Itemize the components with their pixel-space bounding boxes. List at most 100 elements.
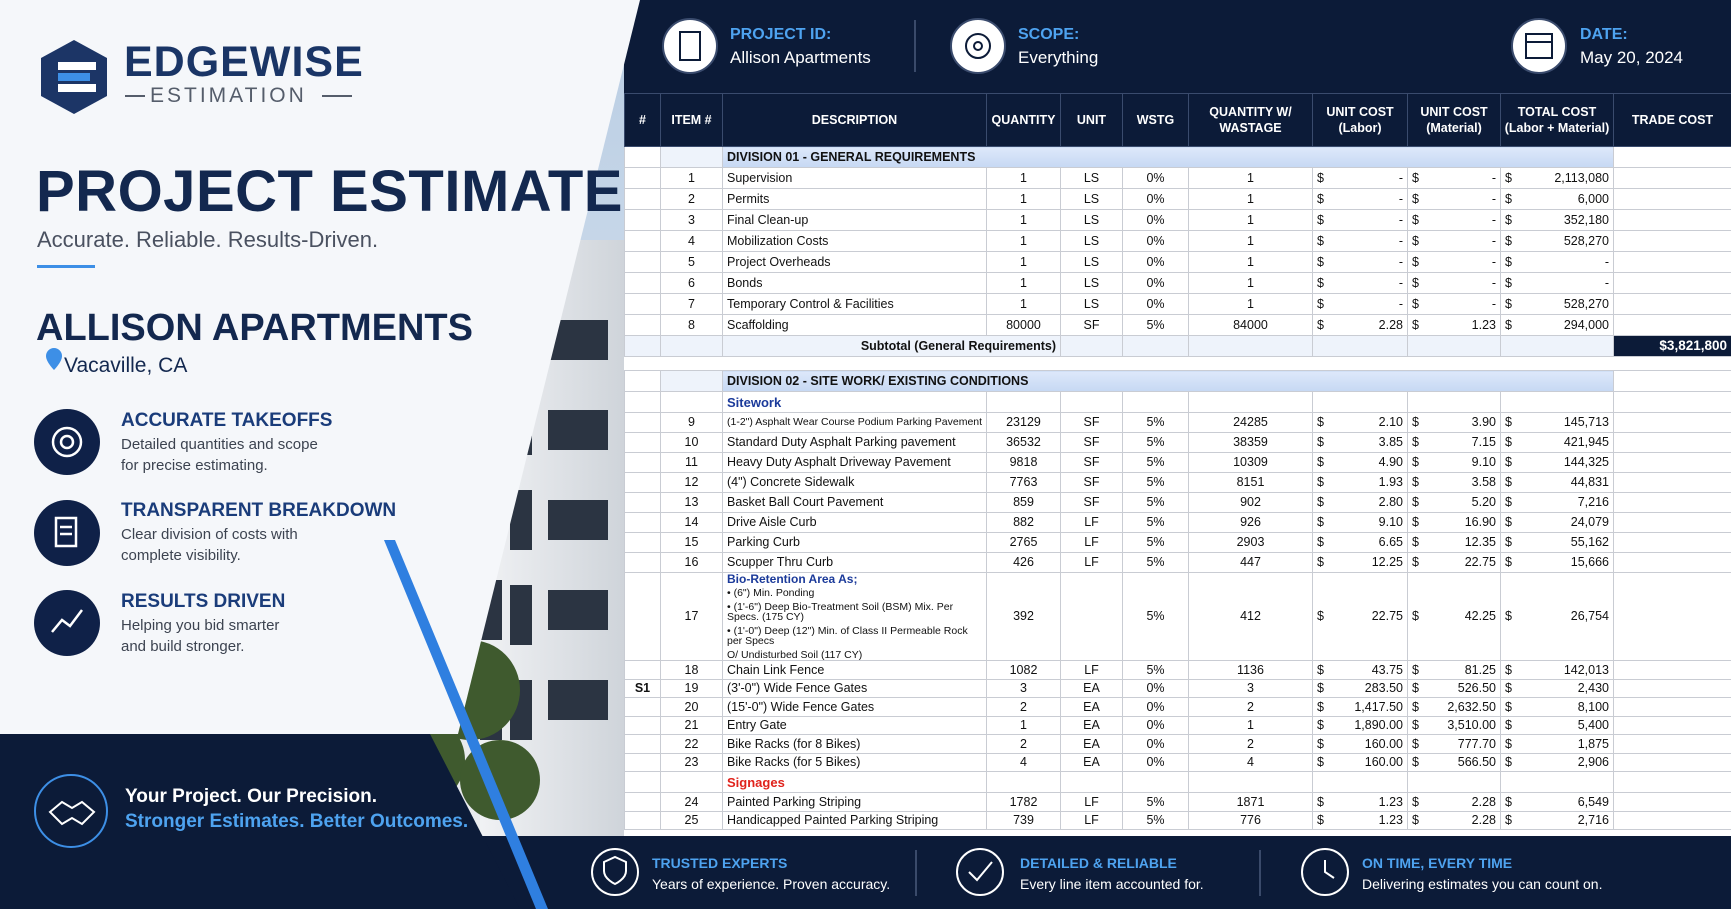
money: $2.28 <box>1317 319 1403 332</box>
currency: $ <box>1412 736 1419 751</box>
money-cell: $1.93 <box>1312 472 1408 493</box>
cell: SF <box>1060 412 1123 433</box>
feature-icons <box>34 409 100 656</box>
amount: 144,325 <box>1563 455 1609 470</box>
cell: 902 <box>1188 492 1313 513</box>
description: Mobilization Costs <box>722 230 987 252</box>
header-line: # <box>639 113 646 127</box>
amount: 160.00 <box>1364 736 1403 751</box>
money: $1,890.00 <box>1317 719 1403 732</box>
money-cell: $145,713 <box>1500 412 1614 433</box>
cell: 392 <box>986 572 1061 661</box>
description: Project Overheads <box>722 251 987 273</box>
project-name: ALLISON APARTMENTS <box>36 307 473 349</box>
cell <box>624 660 661 680</box>
cell: 1136 <box>1188 660 1313 680</box>
currency: $ <box>1505 699 1512 714</box>
cell: 19 <box>660 678 723 698</box>
cell <box>1407 391 1501 413</box>
money: $55,162 <box>1505 536 1609 549</box>
cell: 5% <box>1122 432 1189 453</box>
footer-title: TRUSTED EXPERTS <box>652 855 788 871</box>
cell: 5% <box>1122 660 1189 680</box>
money: $9.10 <box>1317 516 1403 529</box>
money: $1.93 <box>1317 476 1403 489</box>
cell: 882 <box>986 512 1061 533</box>
currency: $ <box>1412 662 1419 677</box>
left-panel <box>0 0 640 734</box>
amount: - <box>1398 275 1403 290</box>
amount: - <box>1398 254 1403 269</box>
cell <box>624 734 661 754</box>
money-cell: $6,549 <box>1500 792 1614 812</box>
cell <box>624 293 661 315</box>
currency: $ <box>1505 736 1512 751</box>
money: $2.28 <box>1412 814 1496 827</box>
cell: 6 <box>660 272 723 294</box>
currency: $ <box>1412 515 1419 530</box>
feature-title: ACCURATE TAKEOFFS <box>121 410 333 431</box>
currency: $ <box>1317 212 1324 227</box>
money: $2,716 <box>1505 814 1609 827</box>
cell <box>624 492 661 513</box>
amount: 15,666 <box>1570 555 1609 570</box>
item-row: 1 Supervision 1 LS 0% 1 $ - $ - $2,113,080 <box>624 167 1731 189</box>
currency: $ <box>1317 755 1324 769</box>
promise-icon <box>48 800 96 826</box>
money-cell: $ - <box>1312 209 1408 231</box>
money-cell: $9.10 <box>1407 452 1501 473</box>
amount: 1.23 <box>1378 813 1403 827</box>
subheader: Signages <box>722 771 987 793</box>
money-cell: $528,270 <box>1500 293 1614 315</box>
footer-text: Delivering estimates you can count on. <box>1362 876 1603 892</box>
money: $2,430 <box>1505 682 1609 695</box>
cell <box>1613 792 1731 812</box>
column-header: QUANTITY W/WASTAGE <box>1188 93 1313 147</box>
amount: - <box>1398 296 1403 311</box>
money: $26,754 <box>1505 610 1609 623</box>
cell: LF <box>1060 552 1123 573</box>
cell: 2 <box>1188 734 1313 754</box>
money: $5.20 <box>1412 496 1496 509</box>
money-cell: $ - <box>1312 293 1408 315</box>
description-line: Bio-Retention Area As; <box>727 572 858 586</box>
amount: - <box>1604 275 1609 290</box>
cell: 5 <box>660 251 723 273</box>
cell <box>1613 678 1731 698</box>
money: $2,632.50 <box>1412 700 1496 714</box>
money: $145,713 <box>1505 416 1609 429</box>
cell: 21 <box>660 715 723 735</box>
currency: $ <box>1412 254 1419 269</box>
money-cell: $160.00 <box>1312 752 1408 772</box>
cell <box>1122 771 1189 793</box>
cell: 5% <box>1122 452 1189 473</box>
money: $ - <box>1317 277 1403 290</box>
cell: 1 <box>986 167 1061 189</box>
money-cell: $16.90 <box>1407 512 1501 533</box>
location-pin <box>46 348 62 370</box>
currency: $ <box>1505 233 1512 248</box>
money-cell: $ - <box>1407 230 1501 252</box>
description: Scupper Thru Curb <box>722 552 987 573</box>
money: $ - <box>1412 214 1496 227</box>
cell <box>1188 335 1313 357</box>
amount: 42.25 <box>1464 609 1496 624</box>
amount: 1,417.50 <box>1354 699 1403 714</box>
amount: 24,079 <box>1570 515 1609 530</box>
cell <box>624 335 661 357</box>
cell: 5% <box>1122 314 1189 336</box>
amount: - <box>1491 191 1496 206</box>
cell: 5% <box>1122 472 1189 493</box>
money-cell: $ - <box>1500 272 1614 294</box>
amount: 352,180 <box>1563 212 1609 227</box>
money-cell: $22.75 <box>1407 552 1501 573</box>
currency: $ <box>1505 455 1512 470</box>
money-cell: $26,754 <box>1500 572 1614 661</box>
cell <box>624 697 661 717</box>
amount: - <box>1491 254 1496 269</box>
feature-text: Detailed quantities and scope for precise… <box>121 434 318 476</box>
accent-stripe <box>384 540 548 909</box>
amount: - <box>1491 212 1496 227</box>
footer-title: ON TIME, EVERY TIME <box>1362 855 1513 871</box>
division-row: DIVISION 01 - GENERAL REQUIREMENTS <box>624 146 1731 168</box>
